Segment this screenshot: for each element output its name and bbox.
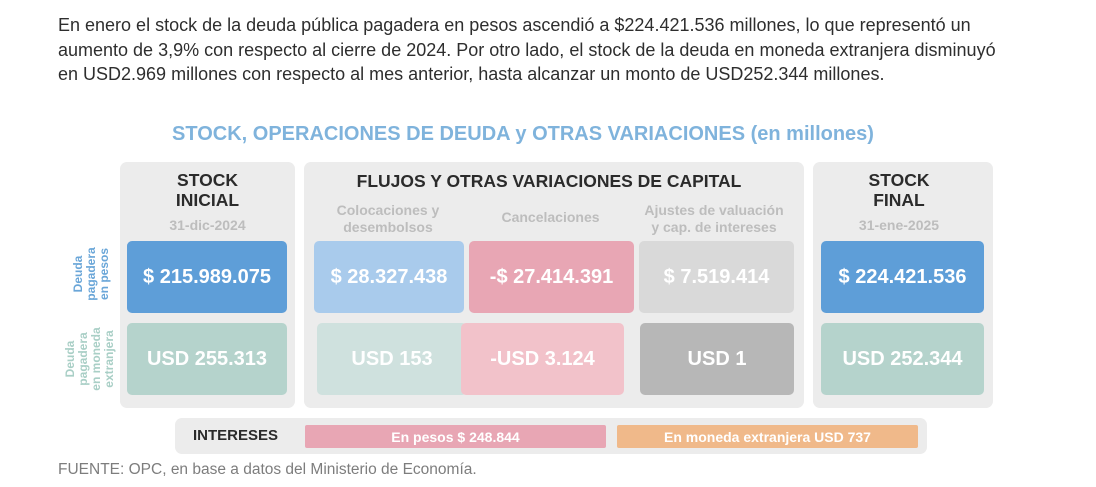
row-label-usd: Deuda pagadera en moneda extranjera [63,327,116,391]
col-colocaciones-label: Colocaciones y desembolsos [336,202,440,235]
col-ajustes-label: Ajustes de valuación y cap. de intereses [644,202,784,235]
colocaciones-usd: USD 153 [317,323,467,395]
cancelaciones-usd: -USD 3.124 [461,323,624,395]
col-cancelaciones-label: Cancelaciones [501,209,600,225]
stock-final-pesos: $ 224.421.536 [821,241,984,313]
row-label-pesos: Deuda pagadera en pesos [71,247,111,301]
ajustes-pesos: $ 7.519.414 [639,241,794,313]
ajustes-usd: USD 1 [640,323,794,395]
source-note: FUENTE: OPC, en base a datos del Ministe… [58,461,477,478]
intereses-pesos: En pesos $ 248.844 [305,425,606,448]
stock-inicial-date: 31-dic-2024 [169,217,246,233]
stock-inicial-pesos: $ 215.989.075 [127,241,287,313]
intereses-usd: En moneda extranjera USD 737 [617,425,918,448]
stock-inicial-title: STOCK INICIAL [175,170,240,210]
chart-title: STOCK, OPERACIONES DE DEUDA y OTRAS VARI… [172,123,874,145]
colocaciones-pesos: $ 28.327.438 [314,241,464,313]
intereses-label: INTERESES [193,427,279,444]
stock-final-usd: USD 252.344 [821,323,984,395]
flujos-title: FLUJOS Y OTRAS VARIACIONES DE CAPITAL [356,171,742,191]
cancelaciones-pesos: -$ 27.414.391 [469,241,634,313]
stock-final-title: STOCK FINAL [868,170,930,210]
stock-final-date: 31-ene-2025 [858,217,940,233]
intro-paragraph: En enero el stock de la deuda pública pa… [58,15,996,84]
stock-inicial-usd: USD 255.313 [127,323,287,395]
